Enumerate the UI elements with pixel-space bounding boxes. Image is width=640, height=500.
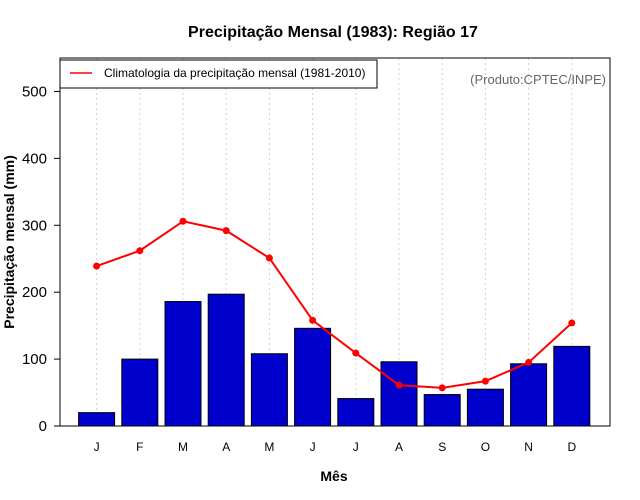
y-tick-label: 0 xyxy=(39,418,47,435)
y-tick-label: 500 xyxy=(22,83,47,100)
chart-title: Precipitação Mensal (1983): Região 17 xyxy=(188,24,478,41)
y-tick-label: 100 xyxy=(22,351,47,368)
line-point xyxy=(481,377,489,385)
line-point xyxy=(309,316,317,324)
climatology-line xyxy=(96,220,573,389)
line-point xyxy=(438,384,446,392)
credit-label: (Produto:CPTEC/INPE) xyxy=(470,72,606,87)
legend: Climatologia da precipitação mensal (198… xyxy=(59,59,378,89)
bar xyxy=(423,394,461,427)
bar xyxy=(553,345,591,427)
x-tick-label: D xyxy=(567,440,576,454)
x-tick-label: J xyxy=(310,440,316,454)
y-tick-label: 300 xyxy=(22,217,47,234)
x-tick-label: S xyxy=(438,440,446,454)
line-point xyxy=(136,247,144,255)
y-tick-label: 400 xyxy=(22,150,47,167)
y-axis: 0 100 200 300 400 500 xyxy=(22,83,60,435)
x-tick-label: M xyxy=(264,440,274,454)
bar xyxy=(380,361,418,427)
line-point xyxy=(395,381,403,389)
climatology-line-series xyxy=(93,217,576,392)
x-tick-label: F xyxy=(136,440,143,454)
bar xyxy=(250,353,288,427)
line-point xyxy=(352,349,360,357)
x-tick-label: A xyxy=(395,440,403,454)
x-axis-title: Mês xyxy=(320,468,347,484)
x-tick-label: M xyxy=(178,440,188,454)
legend-box xyxy=(59,59,378,89)
x-tick-label: N xyxy=(524,440,533,454)
line-point xyxy=(93,262,101,270)
x-tick-label: J xyxy=(353,440,359,454)
bar xyxy=(294,327,332,427)
y-tick-label: 200 xyxy=(22,284,47,301)
bar xyxy=(121,358,159,427)
y-axis-title: Precipitação mensal (mm) xyxy=(1,155,17,329)
x-tick-label: A xyxy=(222,440,230,454)
x-tick-label: J xyxy=(94,440,100,454)
bar xyxy=(164,301,202,427)
bar xyxy=(466,388,504,427)
line-point xyxy=(179,217,187,225)
bar xyxy=(207,293,245,427)
bar xyxy=(78,412,116,427)
bar-series xyxy=(78,293,591,427)
legend-label: Climatologia da precipitação mensal (198… xyxy=(104,66,365,80)
bar xyxy=(510,363,548,427)
line-point xyxy=(222,227,230,235)
x-tick-label: O xyxy=(481,440,490,454)
line-point xyxy=(265,254,273,262)
line-point xyxy=(568,319,576,327)
plot-frame xyxy=(59,57,611,427)
bar xyxy=(337,398,375,427)
line-point xyxy=(525,358,533,366)
